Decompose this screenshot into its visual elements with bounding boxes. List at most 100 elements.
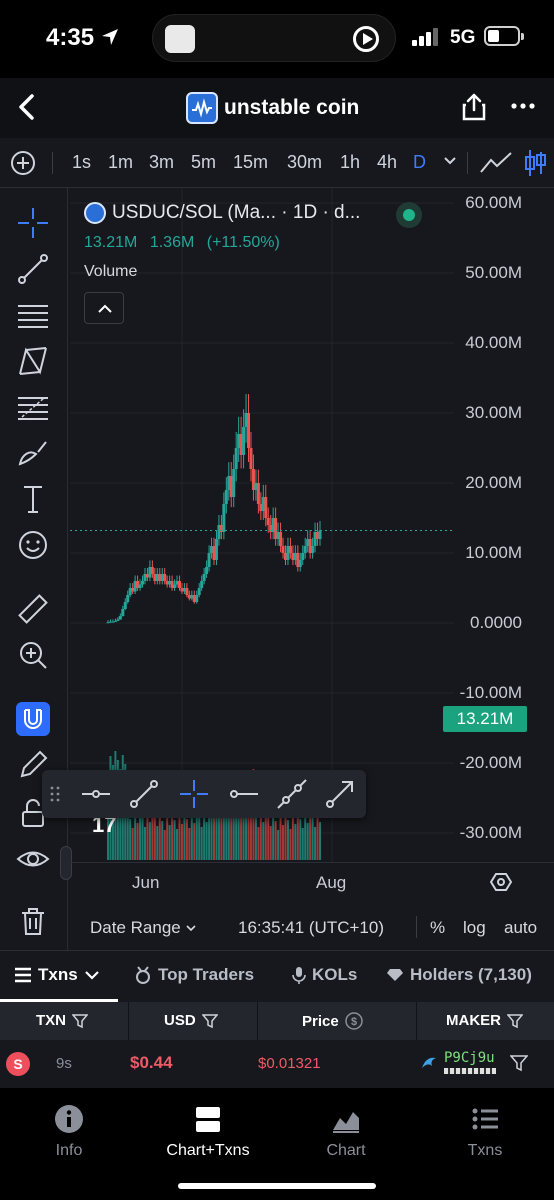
candle-body [293,553,297,560]
x-tick-label: Aug [316,873,347,892]
volume-bar [168,825,171,860]
eye-icon[interactable] [16,842,50,876]
column-header-maker[interactable]: MAKER [446,1012,523,1029]
back-icon[interactable] [14,92,42,122]
candle-body [205,567,209,574]
y-tick-label: 60.00M [465,193,522,212]
add-indicator-icon[interactable] [10,150,36,176]
line-tool-icon[interactable] [16,252,50,286]
column-header-usd[interactable]: USD [164,1012,218,1029]
candle-body [242,427,246,455]
timeframe-5m[interactable]: 5m [191,152,217,172]
ruler-icon[interactable] [16,592,50,626]
nav-txns[interactable]: Txns [430,1104,540,1160]
candle-body [177,581,181,588]
more-icon[interactable] [510,96,536,116]
horizontal-line-icon[interactable] [228,778,260,810]
filter-icon[interactable] [507,1013,523,1029]
candle-body [163,574,167,581]
parallel-lines-icon[interactable] [16,298,50,332]
candle-body [316,532,320,539]
candle-body [219,525,223,532]
live-status-icon [396,202,422,228]
candle-body [249,448,253,469]
price-axis[interactable]: 60.00M 50.00M 40.00M 30.00M 20.00M 10.00M 0.00… [454,188,554,862]
active-tab-indicator [0,999,118,1002]
trend-line-icon[interactable] [479,150,513,176]
candle-body [269,525,273,532]
crosshair-icon[interactable] [16,206,50,240]
nav-chart[interactable]: Chart [291,1104,401,1160]
candle-body [160,574,164,581]
txn-age: 9s [56,1055,72,1072]
nav-chart-txns[interactable]: Chart+Txns [153,1104,263,1160]
share-icon[interactable] [460,92,488,122]
candle-body [165,581,169,585]
trend-line-icon[interactable] [128,778,160,810]
column-header-txn[interactable]: TXN [36,1012,88,1029]
tab-txns[interactable]: Txns [14,965,106,985]
magnet-icon[interactable] [16,702,50,736]
table-row[interactable]: S 9s $0.44 $0.01321 P9Cj9u [0,1040,554,1088]
log-scale-toggle[interactable]: log [463,918,486,937]
nav-info[interactable]: Info [14,1104,124,1160]
filter-icon[interactable] [201,1013,218,1029]
unlock-icon[interactable] [16,796,50,830]
txn-table-header: TXN USD Price $ MAKER [0,1002,554,1040]
time-axis[interactable]: Jun Aug [70,862,554,900]
pencil-lock-icon[interactable] [16,748,50,782]
trash-icon[interactable] [16,904,50,938]
y-tick-label: -30.00M [459,823,522,842]
volume-bar [163,830,166,860]
cross-line-icon[interactable] [178,778,210,810]
chevron-down-icon[interactable] [443,154,457,168]
fib-tool-icon[interactable] [16,390,50,424]
timeframe-4h[interactable]: 4h [377,152,398,172]
tab-top-traders[interactable]: Top Traders [134,965,254,985]
auto-scale-toggle[interactable]: auto [504,918,538,937]
filter-icon[interactable] [72,1013,88,1029]
volume-bar [205,822,208,860]
reset-chart-icon[interactable] [490,871,512,893]
currency-toggle-icon[interactable]: $ [344,1012,363,1030]
legend-values: 13.21M 1.36M (+11.50%) [84,234,288,252]
candlestick-icon[interactable] [524,148,548,178]
tab-kols[interactable]: KOLs [292,965,357,985]
candle-body [108,621,112,623]
tab-top-traders-label: Top Traders [158,965,255,984]
x-tick-label: Jun [132,873,160,892]
emoji-icon[interactable] [16,528,50,562]
volume-bar [217,781,220,860]
timeframe-1s[interactable]: 1s [72,152,92,172]
timeframe-15m[interactable]: 15m [233,152,269,172]
filter-icon[interactable] [510,1054,528,1072]
volume-bar [269,826,272,860]
y-tick-label: 20.00M [465,473,522,492]
pattern-tool-icon[interactable] [16,344,50,378]
date-range-button[interactable]: Date Range [90,918,197,938]
arrow-line-icon[interactable] [324,778,356,810]
maker-address[interactable]: P9Cj9u [444,1050,495,1066]
timeframe-1m[interactable]: 1m [108,152,134,172]
candle-body [256,483,260,504]
collapse-legend-button[interactable] [84,292,124,324]
candle-body [138,584,142,588]
drag-handle-icon[interactable] [48,778,62,810]
timeframe-30m[interactable]: 30m [287,152,323,172]
brush-icon[interactable] [16,436,50,470]
text-tool-icon[interactable] [16,482,50,516]
candle-body [118,616,122,620]
collapse-toolbar-handle[interactable] [60,846,72,880]
volume-bar [282,825,285,860]
list-icon [472,1108,498,1130]
timeframe-1h[interactable]: 1h [340,152,361,172]
timeframe-3m[interactable]: 3m [149,152,175,172]
timeframe-1d[interactable]: D [413,152,426,172]
column-header-price[interactable]: Price $ [302,1012,363,1030]
extended-line-icon[interactable] [276,778,308,810]
volume-bar [304,814,307,860]
zoom-in-icon[interactable] [16,638,50,672]
tab-holders[interactable]: Holders (7,130) [386,965,532,985]
horizontal-ray-icon[interactable] [80,778,112,810]
percent-scale-toggle[interactable]: % [430,918,446,937]
